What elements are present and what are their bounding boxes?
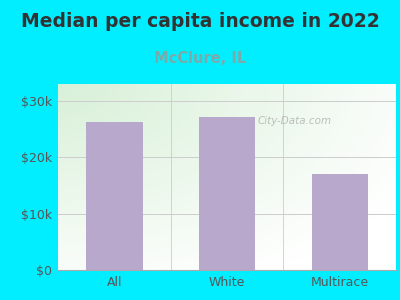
Text: McClure, IL: McClure, IL — [154, 51, 246, 66]
Bar — [312, 174, 368, 270]
Text: City-Data.com: City-Data.com — [258, 116, 332, 126]
Bar — [199, 117, 255, 270]
Bar — [86, 122, 142, 270]
Text: Median per capita income in 2022: Median per capita income in 2022 — [21, 12, 379, 31]
